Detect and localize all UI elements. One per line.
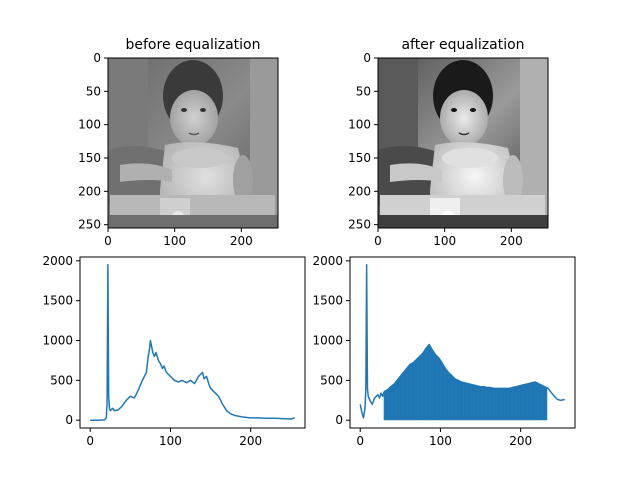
after-xtick-label: 0	[374, 234, 382, 248]
after-ytick-label: 50	[356, 84, 371, 98]
hist-before-ytick-label: 0	[65, 413, 73, 427]
after-ytick-label: 100	[348, 118, 371, 132]
before-xtick-label: 200	[230, 234, 253, 248]
hist-before-ytick-label: 1500	[42, 294, 73, 308]
image-before	[108, 58, 278, 228]
hist-after-ytick-label: 500	[320, 373, 343, 387]
before-ytick-label: 100	[78, 118, 101, 132]
hist-before-xtick-label: 0	[86, 434, 94, 448]
hist-before-ytick-label: 1000	[42, 334, 73, 348]
after-ytick-label: 150	[348, 151, 371, 165]
hist-after-xtick-label: 100	[429, 434, 452, 448]
image-panel-after: 0 100 200 0 50 100 150 200 250 after equalizatio…	[348, 37, 549, 248]
after-ytick-label: 200	[348, 184, 371, 198]
before-ytick-label: 250	[78, 218, 101, 232]
hist-before-ytick-label: 500	[50, 373, 73, 387]
tick-group-after: 0 100 200 0 50 100 150 200 250	[348, 51, 523, 248]
hist-before-xtick-label: 100	[159, 434, 182, 448]
before-xtick-label: 0	[104, 234, 112, 248]
hist-after-series-line	[359, 264, 565, 419]
title-before: before equalization	[126, 37, 261, 53]
after-ytick-label: 250	[348, 218, 371, 232]
hist-before-ytick-label: 2000	[42, 254, 73, 268]
hist-after-spikes	[383, 344, 548, 421]
image-panel-before: 0 100 200 0 50 100 150 200 250 before equalizati…	[78, 37, 279, 248]
after-xtick-label: 200	[500, 234, 523, 248]
image-after	[378, 58, 548, 228]
hist-after-xtick-label: 200	[509, 434, 532, 448]
hist-before-xtick-label: 200	[239, 434, 262, 448]
before-ytick-label: 50	[86, 84, 101, 98]
before-ytick-label: 200	[78, 184, 101, 198]
hist-after-ytick-label: 1500	[312, 294, 343, 308]
plot-area-hist-after	[359, 264, 565, 421]
after-ytick-label: 0	[363, 51, 371, 65]
axes-frame-hist-after	[349, 256, 576, 429]
after-xtick-label: 100	[433, 234, 456, 248]
tick-group-before: 0 100 200 0 50 100 150 200 250	[78, 51, 253, 248]
axes-frame-before	[107, 57, 279, 229]
before-ytick-label: 0	[93, 51, 101, 65]
before-xtick-label: 100	[163, 234, 186, 248]
axes-frame-hist-before	[79, 256, 306, 429]
hist-after-ytick-label: 0	[335, 413, 343, 427]
hist-after-ytick-label: 2000	[312, 254, 343, 268]
before-ytick-label: 150	[78, 151, 101, 165]
hist-after-ytick-label: 1000	[312, 334, 343, 348]
hist-before-series-line	[90, 264, 295, 421]
title-after: after equalization	[401, 37, 524, 53]
plot-area-hist-before	[90, 264, 295, 421]
hist-after-xtick-label: 0	[356, 434, 364, 448]
axes-frame-after	[377, 57, 549, 229]
